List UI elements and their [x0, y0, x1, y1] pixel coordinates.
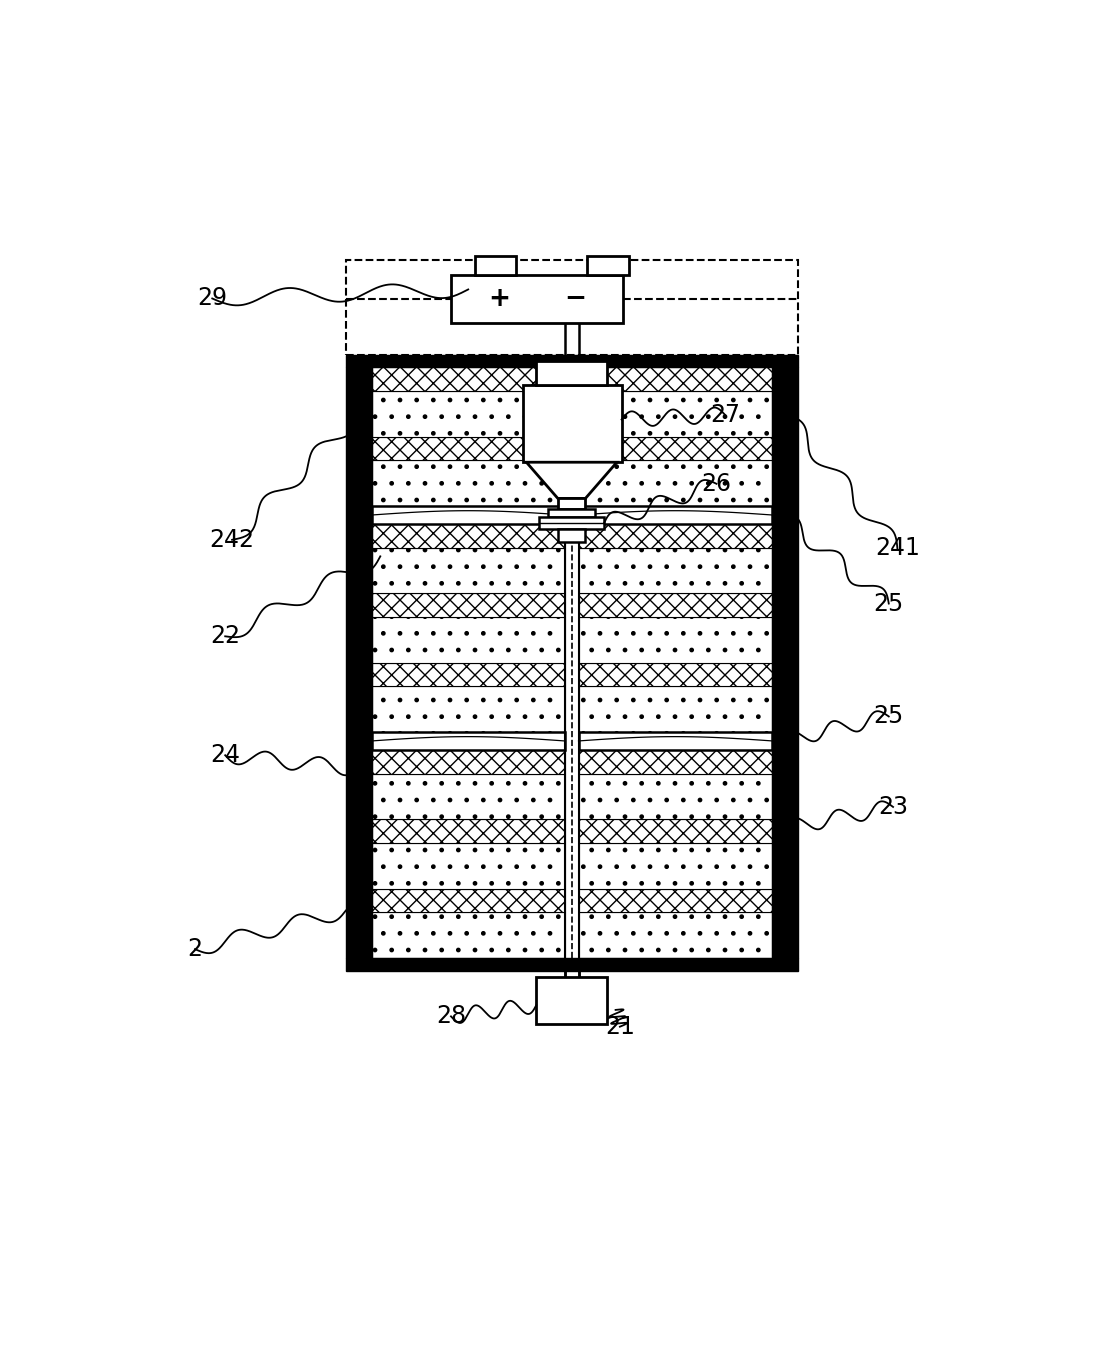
Bar [578, 594, 773, 617]
Text: 21: 21 [605, 1015, 635, 1038]
Bar [578, 548, 773, 594]
Bar [371, 912, 565, 958]
Bar [578, 525, 773, 548]
Bar [371, 843, 565, 889]
Bar [578, 843, 773, 889]
Text: 27: 27 [711, 402, 739, 427]
Bar [578, 819, 773, 843]
Bar [523, 385, 622, 462]
Bar [371, 686, 565, 733]
Bar [539, 518, 604, 530]
Bar [475, 257, 516, 276]
Bar [371, 733, 565, 750]
Bar [371, 617, 565, 663]
Bar [371, 525, 565, 548]
Bar [371, 750, 565, 773]
Bar [536, 977, 607, 1025]
Bar [548, 508, 595, 518]
Text: 25: 25 [874, 591, 904, 616]
Bar [578, 686, 773, 733]
Text: 2: 2 [188, 938, 202, 961]
Text: 23: 23 [878, 795, 909, 819]
Bar [451, 276, 624, 322]
Polygon shape [526, 462, 617, 499]
Bar [578, 773, 773, 819]
Text: 22: 22 [210, 624, 240, 648]
Bar [578, 889, 773, 912]
Text: 24: 24 [210, 743, 240, 768]
Bar [578, 663, 773, 686]
Text: 29: 29 [197, 287, 227, 310]
Bar [371, 594, 565, 617]
Bar [371, 889, 565, 912]
Bar [371, 367, 565, 391]
Bar [578, 436, 773, 461]
Bar [346, 958, 798, 970]
Bar [578, 617, 773, 663]
Bar [371, 461, 565, 506]
Text: 26: 26 [702, 472, 732, 496]
Bar [371, 506, 565, 525]
Bar [346, 355, 798, 367]
Bar [371, 548, 565, 594]
Bar [371, 773, 565, 819]
Text: 28: 28 [436, 1004, 466, 1029]
Bar [773, 367, 798, 958]
Bar [346, 367, 371, 958]
Bar [346, 260, 798, 355]
Bar [578, 391, 773, 436]
Bar [371, 391, 565, 436]
Text: 241: 241 [875, 537, 920, 560]
Text: +: + [488, 285, 510, 313]
Text: 25: 25 [874, 704, 904, 728]
Text: −: − [564, 285, 586, 313]
Text: 242: 242 [209, 527, 255, 552]
Bar [587, 257, 628, 276]
Bar [536, 360, 607, 385]
Bar [578, 733, 773, 750]
Bar [558, 530, 585, 542]
Bar [578, 750, 773, 773]
Bar [558, 499, 585, 508]
Bar [578, 461, 773, 506]
Bar [578, 506, 773, 525]
Bar [578, 912, 773, 958]
Bar [371, 663, 565, 686]
Bar [578, 367, 773, 391]
Bar [371, 436, 565, 461]
Bar [371, 819, 565, 843]
